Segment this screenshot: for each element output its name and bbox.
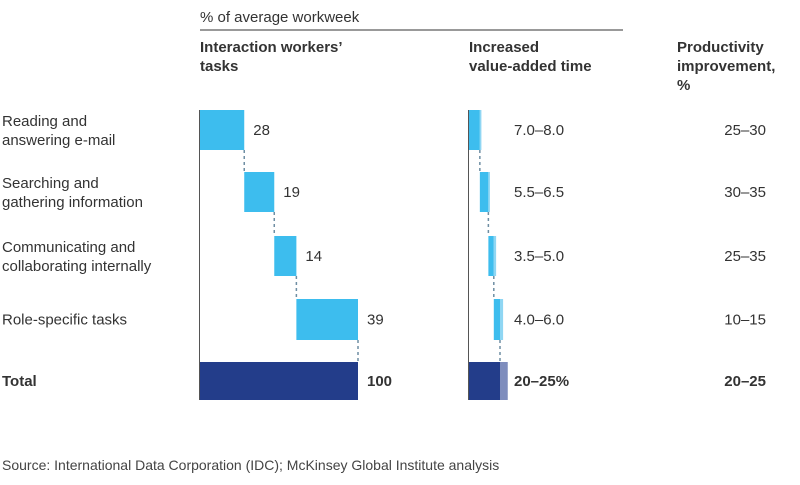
task-bar (296, 299, 358, 340)
total-task-label: 100 (367, 373, 392, 390)
task-value-label: 39 (367, 312, 384, 329)
value-added-label: 4.0–6.0 (514, 312, 564, 329)
category-label: collaborating internally (2, 258, 152, 275)
productivity-label: 30–35 (724, 184, 766, 201)
value-added-label: 3.5–5.0 (514, 248, 564, 265)
value-added-low-bar (488, 236, 494, 276)
source-note: Source: International Data Corporation (… (2, 457, 499, 473)
category-label: Reading and (2, 113, 87, 130)
category-label: Role-specific tasks (2, 312, 127, 329)
col3-title-line1: Productivity (677, 39, 764, 56)
value-added-range-bar (479, 110, 482, 150)
task-value-label: 14 (305, 248, 322, 265)
col1-title-line1: Interaction workers’ (200, 39, 343, 56)
total-category-label: Total (2, 373, 37, 390)
productivity-label: 10–15 (724, 312, 766, 329)
task-value-label: 19 (283, 184, 300, 201)
total-value-added-range-bar (500, 362, 508, 400)
value-added-low-bar (479, 172, 489, 212)
col2-title-line1: Increased (469, 39, 539, 56)
col1-title-line2: tasks (200, 58, 238, 75)
total-value-added-low-bar (469, 362, 500, 400)
value-added-range-bar (488, 172, 490, 212)
value-added-low-bar (493, 299, 500, 340)
task-bar (200, 110, 245, 150)
value-added-low-bar (469, 110, 480, 150)
value-added-label: 7.0–8.0 (514, 122, 564, 139)
value-added-label: 5.5–6.5 (514, 184, 564, 201)
category-label: Communicating and (2, 239, 135, 256)
category-label: answering e-mail (2, 132, 115, 149)
productivity-label: 25–30 (724, 122, 766, 139)
total-task-bar (200, 362, 358, 400)
col3-title-line2: improvement, (677, 58, 775, 75)
value-added-range-bar (493, 236, 497, 276)
category-label: gathering information (2, 194, 143, 211)
value-added-range-bar (500, 299, 504, 340)
col3-title-line3: % (677, 77, 690, 94)
task-value-label: 28 (253, 122, 270, 139)
total-productivity-label: 20–25 (724, 373, 766, 390)
category-label: Searching and (2, 175, 99, 192)
unit-label: % of average workweek (200, 9, 360, 26)
task-bar (274, 236, 297, 276)
productivity-label: 25–35 (724, 248, 766, 265)
total-value-added-label: 20–25% (514, 373, 569, 390)
task-bar (244, 172, 275, 212)
col2-title-line2: value-added time (469, 58, 592, 75)
